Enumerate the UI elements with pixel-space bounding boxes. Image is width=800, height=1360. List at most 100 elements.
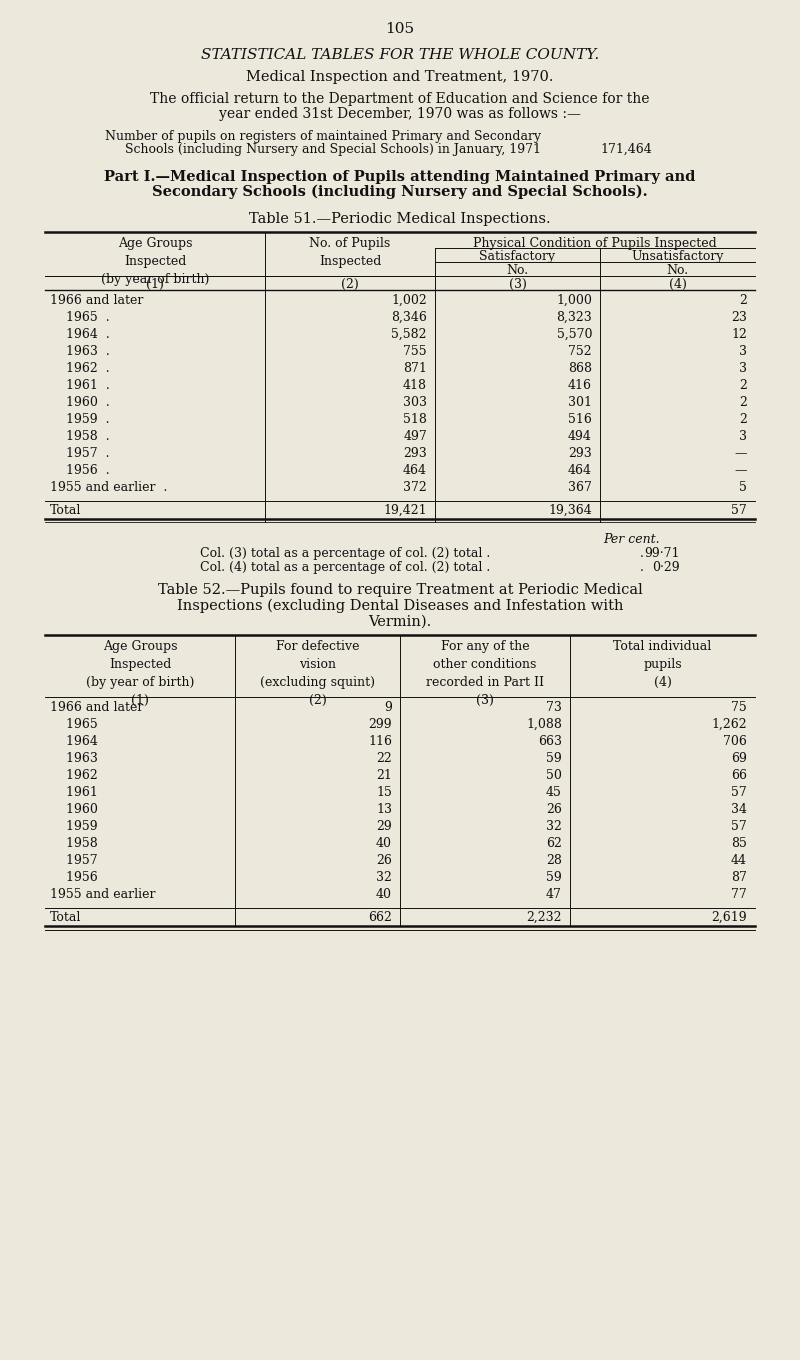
Text: Col. (4) total as a percentage of col. (2) total .: Col. (4) total as a percentage of col. (… xyxy=(200,560,490,574)
Text: 1966 and later: 1966 and later xyxy=(50,700,143,714)
Text: 62: 62 xyxy=(546,836,562,850)
Text: 9: 9 xyxy=(384,700,392,714)
Text: 1,262: 1,262 xyxy=(711,718,747,732)
Text: 367: 367 xyxy=(568,481,592,494)
Text: 22: 22 xyxy=(376,752,392,764)
Text: 13: 13 xyxy=(376,802,392,816)
Text: Satisfactory: Satisfactory xyxy=(479,250,555,262)
Text: 1956  .: 1956 . xyxy=(50,464,110,477)
Text: Table 52.—Pupils found to require Treatment at Periodic Medical: Table 52.—Pupils found to require Treatm… xyxy=(158,583,642,597)
Text: 303: 303 xyxy=(403,396,427,409)
Text: STATISTICAL TABLES FOR THE WHOLE COUNTY.: STATISTICAL TABLES FOR THE WHOLE COUNTY. xyxy=(201,48,599,63)
Text: (3): (3) xyxy=(509,277,526,291)
Text: 518: 518 xyxy=(403,413,427,426)
Text: 66: 66 xyxy=(731,768,747,782)
Text: year ended 31st December, 1970 was as follows :—: year ended 31st December, 1970 was as fo… xyxy=(219,107,581,121)
Text: 1959: 1959 xyxy=(50,820,98,832)
Text: 0·29: 0·29 xyxy=(652,560,680,574)
Text: 1965: 1965 xyxy=(50,718,98,732)
Text: 868: 868 xyxy=(568,362,592,375)
Text: No.: No. xyxy=(666,264,689,277)
Text: Schools (including Nursery and Special Schools) in January, 1971: Schools (including Nursery and Special S… xyxy=(125,143,541,156)
Text: 32: 32 xyxy=(376,870,392,884)
Text: 497: 497 xyxy=(403,430,427,443)
Text: 29: 29 xyxy=(376,820,392,832)
Text: 23: 23 xyxy=(731,311,747,324)
Text: 34: 34 xyxy=(731,802,747,816)
Text: 706: 706 xyxy=(723,734,747,748)
Text: 26: 26 xyxy=(376,854,392,868)
Text: 1961: 1961 xyxy=(50,786,98,800)
Text: Total: Total xyxy=(50,505,82,517)
Text: 752: 752 xyxy=(568,345,592,358)
Text: 69: 69 xyxy=(731,752,747,764)
Text: 2: 2 xyxy=(739,294,747,307)
Text: 105: 105 xyxy=(386,22,414,35)
Text: 50: 50 xyxy=(546,768,562,782)
Text: 1955 and earlier  .: 1955 and earlier . xyxy=(50,481,167,494)
Text: 21: 21 xyxy=(376,768,392,782)
Text: No.: No. xyxy=(506,264,529,277)
Text: 301: 301 xyxy=(568,396,592,409)
Text: (4): (4) xyxy=(669,277,686,291)
Text: 663: 663 xyxy=(538,734,562,748)
Text: 1960: 1960 xyxy=(50,802,98,816)
Text: Medical Inspection and Treatment, 1970.: Medical Inspection and Treatment, 1970. xyxy=(246,69,554,84)
Text: —: — xyxy=(734,464,747,477)
Text: For any of the
other conditions
recorded in Part II
(3): For any of the other conditions recorded… xyxy=(426,641,544,707)
Text: Vermin).: Vermin). xyxy=(368,615,432,628)
Text: 662: 662 xyxy=(368,911,392,923)
Text: 2: 2 xyxy=(739,396,747,409)
Text: The official return to the Department of Education and Science for the: The official return to the Department of… xyxy=(150,92,650,106)
Text: 87: 87 xyxy=(731,870,747,884)
Text: 15: 15 xyxy=(376,786,392,800)
Text: 5,570: 5,570 xyxy=(557,328,592,341)
Text: 1957  .: 1957 . xyxy=(50,447,110,460)
Text: 1961  .: 1961 . xyxy=(50,379,110,392)
Text: For defective
vision
(excluding squint)
(2): For defective vision (excluding squint) … xyxy=(260,641,375,707)
Text: 1957: 1957 xyxy=(50,854,98,868)
Text: 40: 40 xyxy=(376,836,392,850)
Text: 516: 516 xyxy=(568,413,592,426)
Text: 12: 12 xyxy=(731,328,747,341)
Text: 1963  .: 1963 . xyxy=(50,345,110,358)
Text: 1958  .: 1958 . xyxy=(50,430,110,443)
Text: Table 51.—Periodic Medical Inspections.: Table 51.—Periodic Medical Inspections. xyxy=(249,212,551,226)
Text: (2): (2) xyxy=(341,277,359,291)
Text: 1958: 1958 xyxy=(50,836,98,850)
Text: 5: 5 xyxy=(739,481,747,494)
Text: 57: 57 xyxy=(731,786,747,800)
Text: 293: 293 xyxy=(403,447,427,460)
Text: 755: 755 xyxy=(403,345,427,358)
Text: 1,002: 1,002 xyxy=(391,294,427,307)
Text: 1959  .: 1959 . xyxy=(50,413,110,426)
Text: 871: 871 xyxy=(403,362,427,375)
Text: 494: 494 xyxy=(568,430,592,443)
Text: 2: 2 xyxy=(739,379,747,392)
Text: 372: 372 xyxy=(403,481,427,494)
Text: 171,464: 171,464 xyxy=(600,143,652,156)
Text: 2: 2 xyxy=(739,413,747,426)
Text: 5,582: 5,582 xyxy=(391,328,427,341)
Text: Total individual
pupils
(4): Total individual pupils (4) xyxy=(614,641,712,690)
Text: No. of Pupils
Inspected: No. of Pupils Inspected xyxy=(310,237,390,268)
Text: Col. (3) total as a percentage of col. (2) total .: Col. (3) total as a percentage of col. (… xyxy=(200,547,490,560)
Text: 293: 293 xyxy=(568,447,592,460)
Text: (1): (1) xyxy=(146,277,164,291)
Text: 8,346: 8,346 xyxy=(391,311,427,324)
Text: —: — xyxy=(734,447,747,460)
Text: 44: 44 xyxy=(731,854,747,868)
Text: 1964: 1964 xyxy=(50,734,98,748)
Text: 85: 85 xyxy=(731,836,747,850)
Text: 99·71: 99·71 xyxy=(645,547,680,560)
Text: Inspections (excluding Dental Diseases and Infestation with: Inspections (excluding Dental Diseases a… xyxy=(177,598,623,613)
Text: 40: 40 xyxy=(376,888,392,900)
Text: Part I.—Medical Inspection of Pupils attending Maintained Primary and: Part I.—Medical Inspection of Pupils att… xyxy=(104,170,696,184)
Text: 464: 464 xyxy=(403,464,427,477)
Text: 1964  .: 1964 . xyxy=(50,328,110,341)
Text: 73: 73 xyxy=(546,700,562,714)
Text: 32: 32 xyxy=(546,820,562,832)
Text: Unsatisfactory: Unsatisfactory xyxy=(631,250,724,262)
Text: 57: 57 xyxy=(731,505,747,517)
Text: 2,619: 2,619 xyxy=(711,911,747,923)
